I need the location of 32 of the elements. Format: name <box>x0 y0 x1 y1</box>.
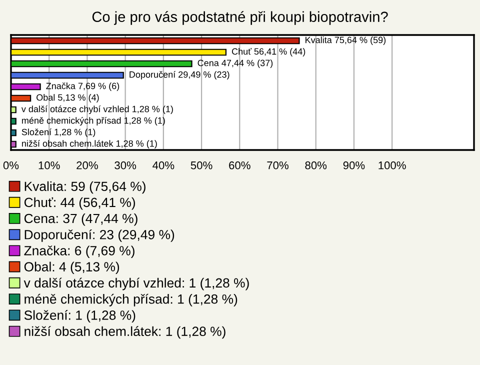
x-tick-label: 60% <box>229 161 250 170</box>
data-label: méně chemických přísad 1,28 % (1) <box>22 116 165 126</box>
x-tick-label: 40% <box>152 161 174 170</box>
legend-label: Kvalita: 59 (75,64 %) <box>24 181 146 194</box>
x-tick-label: 90% <box>343 161 365 170</box>
x-tick-label: 80% <box>305 161 327 170</box>
legend-label: Cena: 37 (47,44 %) <box>24 213 138 226</box>
data-label: Značka 7,69 % (6) <box>46 82 120 91</box>
x-tick-label: 70% <box>267 161 288 170</box>
legend-label: Doporučení: 23 (29,49 %) <box>24 229 174 242</box>
legend-label: Chuť: 44 (56,41 %) <box>24 197 136 210</box>
data-label: Cena 47,44 % (37) <box>198 60 273 68</box>
chart-title: Co je pro vás podstatné při koupi biopotravin? <box>92 11 388 25</box>
legend-label: Složení: 1 (1,28 %) <box>24 310 136 322</box>
legend-label: v další otázce chybí vzhled: 1 (1,28 %) <box>24 278 249 290</box>
data-label: Chuť 56,41 % (44) <box>232 48 306 56</box>
legend-label: Značka: 6 (7,69 %) <box>24 246 134 258</box>
data-label: nižší obsah chem.látek 1,28 % (1) <box>22 140 157 149</box>
legend-label: Obal: 4 (5,13 %) <box>24 262 120 274</box>
x-tick-label: 20% <box>76 161 98 170</box>
legend-label: méně chemických přísad: 1 (1,28 %) <box>24 294 238 306</box>
data-label: Složení 1,28 % (1) <box>22 128 96 138</box>
legend-label: nižší obsah chem.látek: 1 (1,28 %) <box>24 326 226 339</box>
data-label: Obal 5,13 % (4) <box>36 94 99 102</box>
x-tick-label: 10% <box>38 161 60 170</box>
x-tick-label: 30% <box>114 161 136 170</box>
data-label: v další otázce chybí vzhled 1,28 % (1) <box>21 105 173 114</box>
x-tick-label: 100% <box>378 161 406 170</box>
x-tick-label: 0% <box>3 161 19 170</box>
x-tick-label: 50% <box>190 161 212 170</box>
data-label: Kvalita 75,64 % (59) <box>306 36 386 45</box>
data-label: Doporučení 29,49 % (23) <box>130 70 230 80</box>
